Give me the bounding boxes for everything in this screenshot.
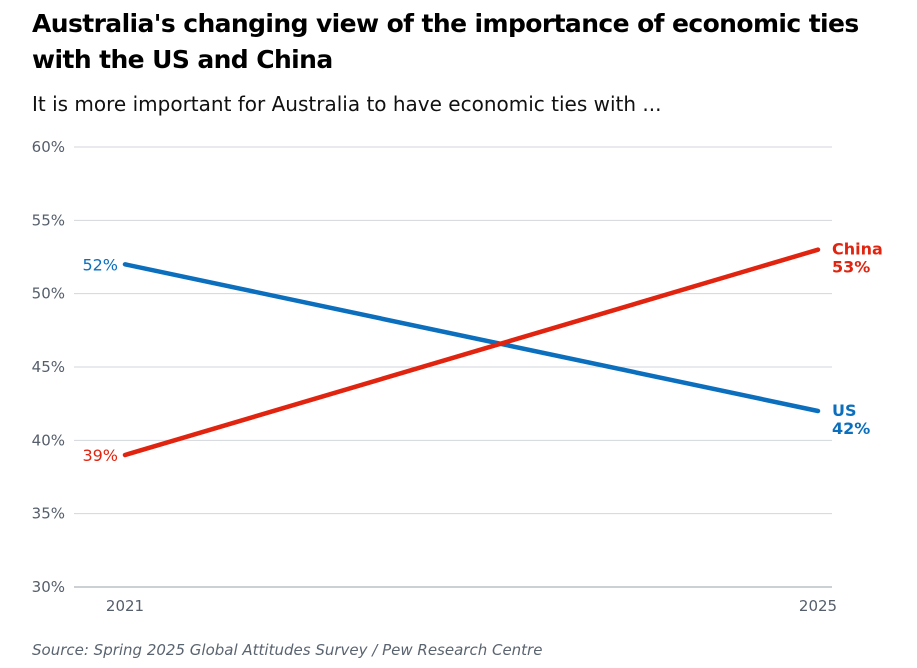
series-line-us: [122, 262, 821, 414]
y-tick-label: 50%: [32, 285, 65, 303]
gridlines: [74, 146, 832, 588]
y-tick-label: 60%: [32, 138, 65, 156]
x-tick-label: 2021: [106, 597, 144, 615]
chart-title: Australia's changing view of the importa…: [32, 9, 859, 74]
y-tick-label: 55%: [32, 211, 65, 229]
x-axis-ticks: 2021 2025: [106, 597, 837, 615]
x-tick-label: 2025: [799, 597, 837, 615]
y-tick-label: 30%: [32, 578, 65, 596]
series-line-china: [122, 247, 821, 458]
y-tick-label: 45%: [32, 358, 65, 376]
series-lines: [122, 247, 821, 458]
chart-subtitle: It is more important for Australia to ha…: [32, 92, 662, 116]
data-label-us-end: 42%: [832, 419, 870, 438]
y-tick-label: 40%: [32, 431, 65, 449]
data-label-us-start: 52%: [82, 255, 118, 274]
source-note: Source: Spring 2025 Global Attitudes Sur…: [32, 641, 543, 659]
data-label-china-end: 53%: [832, 258, 870, 277]
series-label-us: US: [832, 401, 857, 420]
y-axis-ticks: 30% 35% 40% 45% 50% 55% 60%: [32, 138, 65, 596]
y-tick-label: 35%: [32, 505, 65, 523]
data-label-china-start: 39%: [82, 446, 118, 465]
series-label-china: China: [832, 240, 883, 259]
